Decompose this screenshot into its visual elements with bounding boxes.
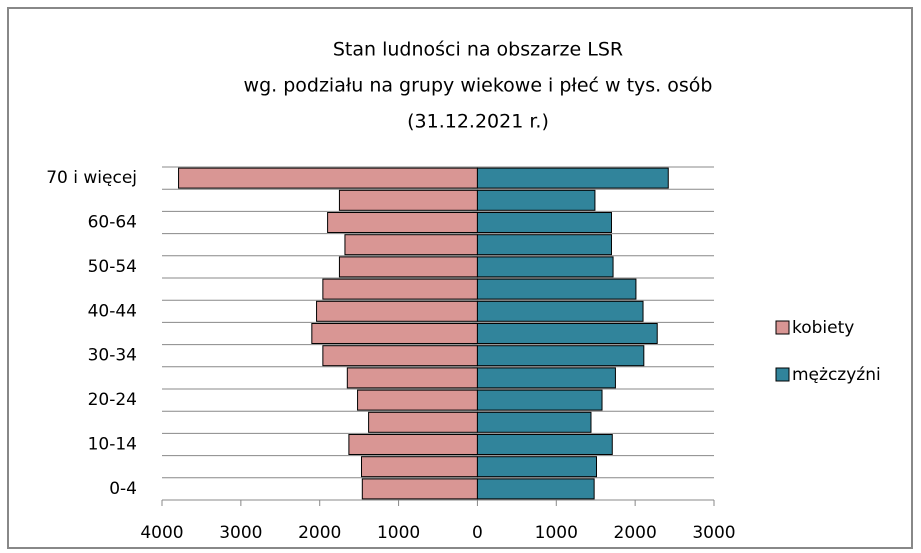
bar bbox=[338, 256, 478, 278]
bar bbox=[344, 234, 478, 256]
bar bbox=[476, 434, 613, 455]
x-tick-label: 4000 bbox=[140, 523, 183, 543]
legend-swatch bbox=[775, 320, 790, 335]
y-tick-label: 30-34 bbox=[88, 346, 137, 366]
bar bbox=[476, 212, 612, 233]
bar bbox=[476, 456, 598, 478]
x-tick-label: 2000 bbox=[298, 523, 341, 543]
bar bbox=[476, 323, 658, 344]
bar bbox=[476, 367, 616, 389]
y-tick-label: 40-44 bbox=[88, 301, 137, 321]
bar bbox=[327, 212, 478, 233]
bar bbox=[338, 189, 478, 211]
bar bbox=[476, 189, 596, 211]
y-tick-label: 60-64 bbox=[88, 213, 137, 233]
x-tick-label: 0 bbox=[472, 523, 483, 543]
y-tick-label: 50-54 bbox=[88, 257, 137, 277]
bar bbox=[361, 478, 478, 500]
bar bbox=[348, 434, 478, 455]
x-tick-label: 1000 bbox=[535, 523, 578, 543]
legend-swatch bbox=[775, 367, 790, 382]
bar bbox=[476, 256, 614, 278]
bar bbox=[368, 411, 478, 433]
bar bbox=[476, 411, 592, 433]
y-tick-label: 10-14 bbox=[88, 435, 137, 455]
bar bbox=[316, 300, 478, 322]
bar bbox=[476, 389, 603, 411]
bar bbox=[311, 323, 478, 344]
bar bbox=[476, 478, 595, 500]
bar bbox=[357, 389, 478, 411]
y-tick-label: 70 i więcej bbox=[46, 168, 137, 188]
y-tick-label: 0-4 bbox=[109, 479, 137, 499]
legend-label: kobiety bbox=[792, 318, 854, 338]
bar bbox=[476, 278, 637, 300]
bar bbox=[476, 167, 669, 189]
bar bbox=[476, 345, 645, 367]
bar bbox=[322, 345, 478, 367]
bar bbox=[322, 278, 478, 300]
x-tick-label: 3000 bbox=[692, 523, 735, 543]
bar bbox=[476, 234, 612, 256]
legend-label: mężczyźni bbox=[792, 365, 881, 385]
chart-title: (31.12.2021 r.) bbox=[407, 111, 549, 133]
bar bbox=[346, 367, 478, 389]
bar bbox=[178, 167, 478, 189]
bar bbox=[361, 456, 478, 478]
x-tick-label: 3000 bbox=[219, 523, 262, 543]
x-tick-label: 2000 bbox=[614, 523, 657, 543]
chart-title: wg. podziału na grupy wiekowe i płeć w t… bbox=[244, 75, 713, 97]
y-tick-label: 20-24 bbox=[88, 390, 137, 410]
bar bbox=[476, 300, 644, 322]
x-tick-label: 1000 bbox=[377, 523, 420, 543]
chart-title: Stan ludności na obszarze LSR bbox=[333, 39, 623, 61]
